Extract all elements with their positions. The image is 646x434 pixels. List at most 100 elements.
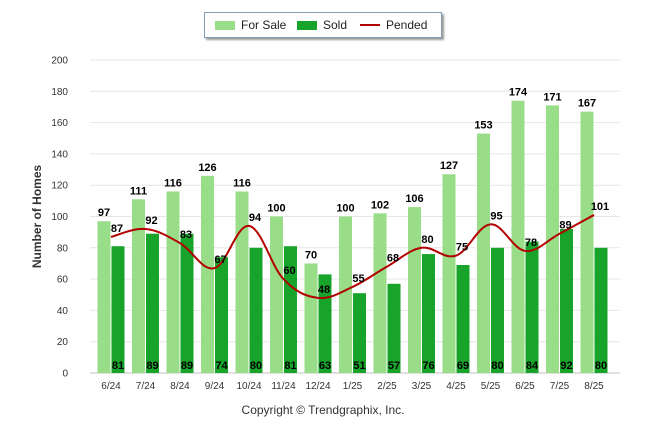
bar-sold bbox=[387, 283, 401, 373]
y-tick-label: 120 bbox=[51, 181, 68, 192]
y-axis-title: Number of Homes bbox=[30, 165, 44, 269]
y-tick-label: 100 bbox=[51, 212, 68, 223]
data-label-pended: 60 bbox=[283, 265, 295, 277]
data-label-sold: 69 bbox=[457, 360, 469, 372]
data-label-for-sale: 174 bbox=[509, 87, 528, 99]
x-tick-label: 10/24 bbox=[236, 381, 261, 392]
x-tick-label: 11/24 bbox=[271, 381, 296, 392]
legend-label-pended: Pended bbox=[386, 18, 428, 32]
chart-plot: 0 20 40 60 80 100 120 140 160 180 200 Number of Hom… bbox=[30, 56, 620, 392]
bar-for-sale bbox=[201, 175, 214, 373]
data-label-pended: 87 bbox=[111, 223, 123, 235]
y-tick-label: 0 bbox=[62, 369, 68, 380]
bar-for-sale bbox=[304, 263, 318, 373]
data-label-pended: 78 bbox=[525, 237, 537, 249]
legend-item-sold[interactable]: Sold bbox=[297, 18, 347, 32]
data-label-sold: 80 bbox=[250, 360, 262, 372]
data-label-pended: 101 bbox=[591, 201, 609, 213]
x-tick-label: 5/25 bbox=[481, 381, 501, 392]
data-label-sold: 57 bbox=[388, 360, 400, 372]
bar-sold bbox=[594, 247, 608, 373]
bar-sold bbox=[491, 247, 504, 373]
legend-item-for-sale[interactable]: For Sale bbox=[215, 18, 286, 32]
x-tick-label: 7/24 bbox=[136, 381, 156, 392]
bar-sold bbox=[560, 229, 573, 373]
legend-swatch-for-sale bbox=[215, 20, 235, 30]
bar-sold bbox=[456, 265, 470, 373]
x-tick-label: 2/25 bbox=[377, 381, 397, 392]
y-tick-label: 140 bbox=[51, 149, 68, 160]
bar-sold bbox=[284, 246, 297, 373]
data-label-sold: 51 bbox=[353, 360, 365, 372]
data-label-for-sale: 111 bbox=[130, 185, 147, 197]
y-tick-label: 40 bbox=[57, 306, 69, 317]
data-label-pended: 55 bbox=[352, 273, 364, 285]
data-label-for-sale: 171 bbox=[543, 91, 561, 103]
bar-sold bbox=[180, 233, 194, 373]
y-tick-label: 80 bbox=[57, 243, 69, 254]
data-label-for-sale: 116 bbox=[164, 177, 182, 189]
x-tick-label: 6/24 bbox=[101, 381, 121, 392]
legend-label-sold: Sold bbox=[323, 18, 348, 32]
y-tick-label: 180 bbox=[51, 87, 68, 98]
bar-for-sale bbox=[270, 216, 283, 373]
x-tick-label: 12/24 bbox=[305, 381, 330, 392]
x-tick-label: 3/25 bbox=[412, 381, 432, 392]
bar-for-sale bbox=[339, 216, 352, 373]
bar-for-sale bbox=[97, 221, 111, 373]
y-tick-label: 200 bbox=[51, 56, 68, 67]
legend-swatch-sold bbox=[297, 20, 317, 30]
data-label-sold: 80 bbox=[491, 360, 503, 372]
data-label-sold: 63 bbox=[319, 360, 331, 372]
copyright-footer: Copyright © Trendgraphix, Inc. bbox=[241, 403, 405, 417]
x-tick-label: 6/25 bbox=[515, 381, 535, 392]
data-label-sold: 89 bbox=[146, 360, 158, 372]
x-tick-label: 1/25 bbox=[343, 381, 363, 392]
bar-for-sale bbox=[166, 191, 180, 373]
data-label-sold: 81 bbox=[112, 360, 124, 372]
data-label-pended: 94 bbox=[249, 212, 262, 224]
data-label-for-sale: 116 bbox=[233, 177, 251, 189]
data-label-pended: 92 bbox=[145, 215, 157, 227]
x-tick-label: 9/24 bbox=[205, 381, 225, 392]
x-tick-label: 8/25 bbox=[584, 381, 604, 392]
data-label-pended: 68 bbox=[387, 253, 399, 265]
data-label-sold: 74 bbox=[215, 360, 228, 372]
bar-sold bbox=[353, 293, 366, 373]
data-label-pended: 89 bbox=[559, 220, 571, 232]
x-tick-label: 8/24 bbox=[170, 381, 190, 392]
data-label-for-sale: 153 bbox=[474, 120, 492, 132]
data-label-pended: 48 bbox=[318, 284, 330, 296]
bar-for-sale bbox=[235, 191, 249, 373]
data-label-for-sale: 100 bbox=[336, 203, 354, 215]
bar-for-sale bbox=[132, 199, 145, 373]
bar-for-sale bbox=[477, 133, 490, 373]
data-label-for-sale: 100 bbox=[267, 203, 285, 215]
bar-sold bbox=[215, 257, 228, 373]
legend-item-pended[interactable]: Pended bbox=[360, 18, 427, 32]
data-label-sold: 92 bbox=[560, 360, 572, 372]
data-label-for-sale: 106 bbox=[405, 193, 423, 205]
y-tick-label: 60 bbox=[57, 275, 69, 286]
data-label-for-sale: 126 bbox=[198, 162, 216, 174]
bar-for-sale bbox=[511, 100, 525, 373]
data-label-pended: 83 bbox=[180, 229, 192, 241]
data-label-sold: 76 bbox=[422, 360, 434, 372]
y-tick-label: 160 bbox=[51, 118, 68, 129]
bar-for-sale bbox=[408, 207, 421, 373]
data-label-sold: 89 bbox=[181, 360, 193, 372]
bar-sold bbox=[249, 247, 263, 373]
bar-sold bbox=[525, 241, 539, 373]
data-label-pended: 75 bbox=[456, 242, 468, 254]
x-tick-label: 4/25 bbox=[446, 381, 466, 392]
chart-legend: For Sale Sold Pended bbox=[204, 12, 442, 38]
legend-line-pended bbox=[360, 24, 380, 26]
data-label-pended: 95 bbox=[490, 210, 502, 222]
data-label-sold: 84 bbox=[526, 360, 539, 372]
bar-sold bbox=[111, 246, 125, 373]
x-tick-label: 7/25 bbox=[550, 381, 570, 392]
data-label-for-sale: 102 bbox=[371, 199, 389, 211]
legend-label-for-sale: For Sale bbox=[241, 18, 287, 32]
bar-for-sale bbox=[442, 174, 456, 373]
data-label-sold: 80 bbox=[595, 360, 607, 372]
